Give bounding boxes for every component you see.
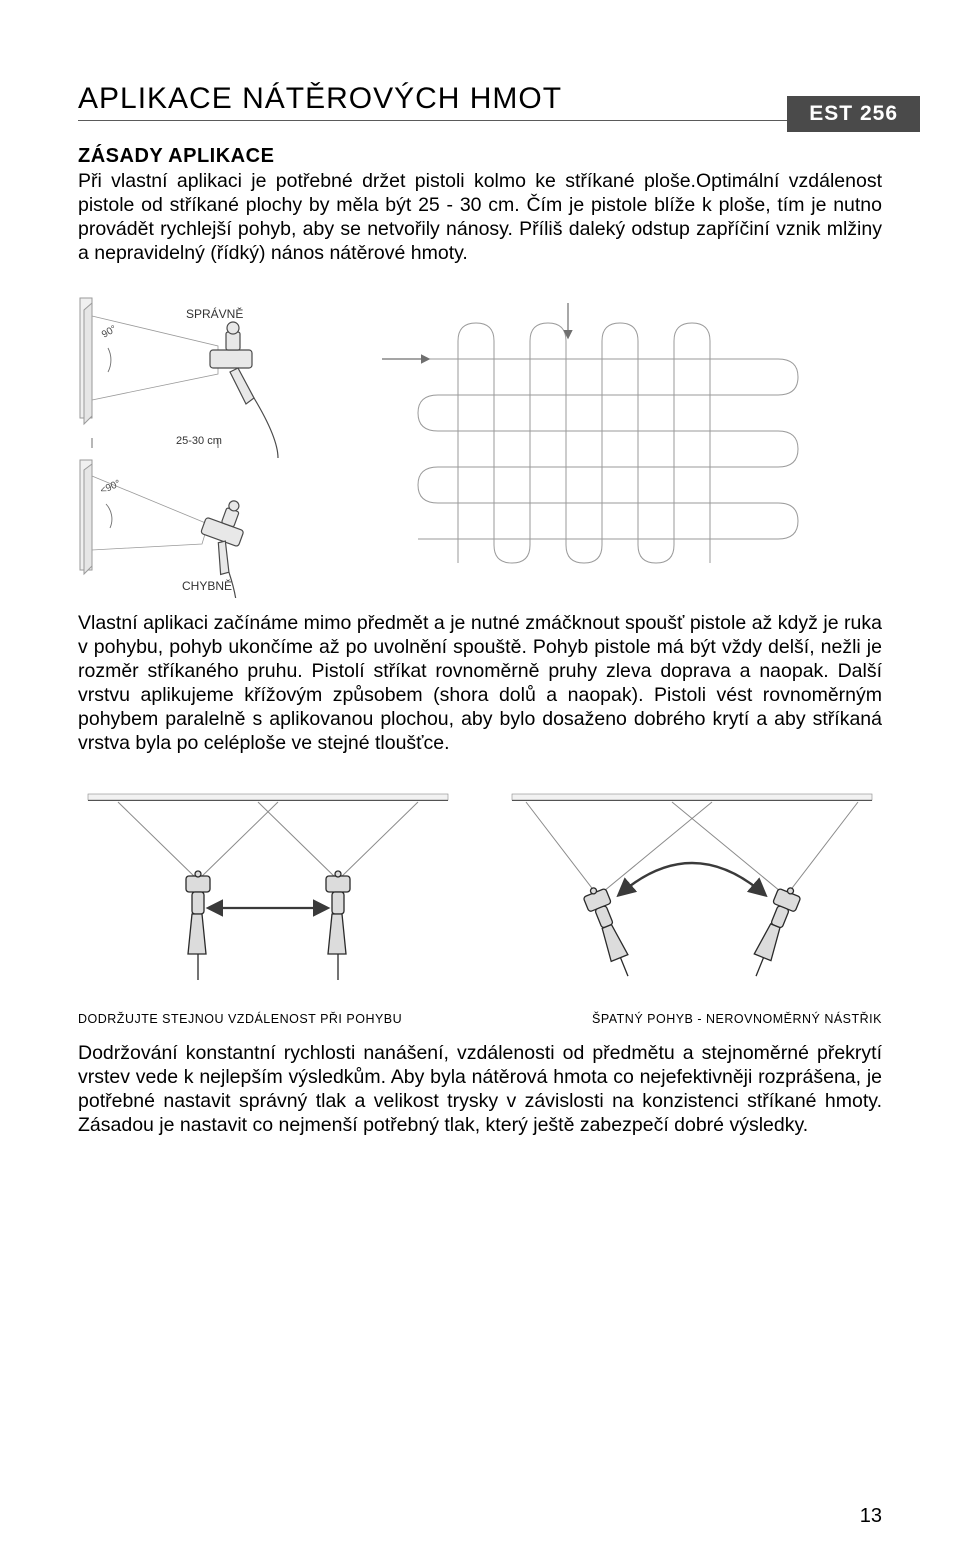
svg-text:90°: 90° xyxy=(100,323,119,340)
caption-parallel: DODRŽUJTE STEJNOU VZDÁLENOST PŘI POHYBU xyxy=(78,1012,402,1026)
angle-diagram-icon: 90° SPRÁVNĚ 25-30 cm <90° CHYBNĚ xyxy=(78,288,338,598)
paragraph-1: Při vlastní aplikaci je potřebné držet p… xyxy=(78,170,882,266)
paragraph-2: Vlastní aplikaci začínáme mimo předmět a… xyxy=(78,612,882,756)
paragraph-3: Dodržování konstantní rychlosti nanášení… xyxy=(78,1042,882,1138)
svg-text:SPRÁVNĚ: SPRÁVNĚ xyxy=(186,306,243,321)
diagram-angle-and-pattern: 90° SPRÁVNĚ 25-30 cm <90° CHYBNĚ xyxy=(78,288,882,598)
diagram-motion xyxy=(78,784,882,984)
arc-motion-icon xyxy=(502,784,882,984)
page-number: 13 xyxy=(860,1505,882,1528)
svg-text:<90°: <90° xyxy=(99,478,123,497)
section-zasady: ZÁSADY APLIKACE Při vlastní aplikaci je … xyxy=(78,145,882,266)
caption-arc: ŠPATNÝ POHYB - NEROVNOMĚRNÝ NÁSTŘIK xyxy=(542,1012,882,1026)
diagram-captions: DODRŽUJTE STEJNOU VZDÁLENOST PŘI POHYBU … xyxy=(78,1012,882,1026)
section-heading: ZÁSADY APLIKACE xyxy=(78,145,882,168)
page-title: APLIKACE NÁTĚROVÝCH HMOT xyxy=(78,82,882,121)
svg-text:25-30 cm: 25-30 cm xyxy=(176,435,222,447)
svg-text:CHYBNĚ: CHYBNĚ xyxy=(182,578,232,593)
parallel-motion-icon xyxy=(78,784,458,984)
spray-pattern-icon xyxy=(358,293,858,593)
product-code-badge: EST 256 xyxy=(787,96,920,132)
